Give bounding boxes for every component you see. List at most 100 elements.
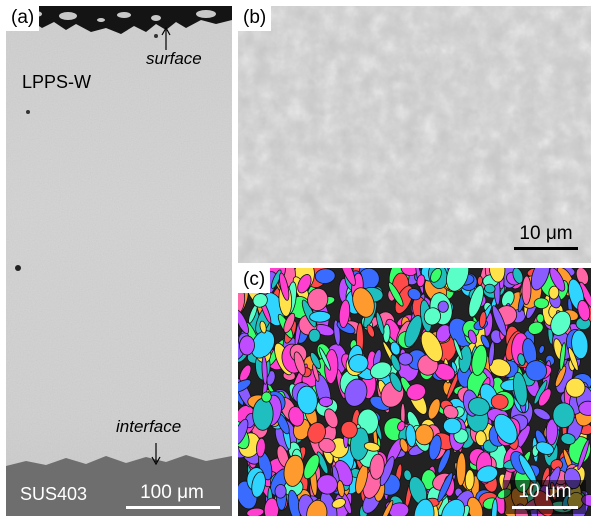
panel-c-label: (c) [238, 268, 271, 293]
ebsd-grain [430, 268, 442, 283]
ebsd-grain [307, 422, 326, 444]
ebsd-grain [488, 341, 495, 366]
ebsd-grain [446, 268, 470, 292]
ebsd-grain [467, 329, 477, 344]
ebsd-grain [312, 364, 320, 382]
ebsd-grain [480, 334, 491, 349]
ebsd-grain [525, 360, 548, 382]
ebsd-grain [538, 388, 552, 407]
ebsd-grain [464, 469, 475, 491]
ebsd-grain [308, 328, 321, 343]
coating-label: LPPS-W [22, 72, 92, 92]
ebsd-grain [490, 393, 509, 410]
ebsd-grain [568, 347, 579, 372]
ebsd-grain [538, 345, 545, 354]
ebsd-grain [521, 275, 532, 305]
ebsd-grain [288, 406, 305, 427]
ebsd-grain [577, 299, 591, 322]
ebsd-grain [250, 330, 275, 359]
panel-b-scale-label: 10 μm [519, 223, 573, 244]
ebsd-grain [477, 275, 483, 286]
ebsd-grain [314, 268, 336, 284]
ebsd-grain [413, 498, 435, 516]
ebsd-grain [297, 274, 312, 294]
surface-annotation: surface [146, 49, 202, 68]
ebsd-grain [390, 341, 401, 356]
ebsd-grain [478, 311, 487, 328]
ebsd-grain [336, 480, 345, 498]
ebsd-grain [552, 402, 575, 429]
ebsd-grain [324, 349, 339, 384]
ebsd-grain [271, 269, 282, 289]
panel-a-scale-label: 100 μm [140, 482, 204, 503]
ebsd-grain [239, 335, 255, 356]
ebsd-grain [554, 365, 567, 387]
panel-b-scale-bar [514, 247, 578, 250]
ebsd-grain [577, 439, 590, 471]
ebsd-grain [352, 287, 375, 318]
ebsd-grain [512, 268, 524, 284]
ebsd-grain [274, 484, 287, 499]
ebsd-grain [468, 397, 490, 416]
ebsd-grain [575, 268, 589, 285]
ebsd-grain [491, 498, 498, 516]
ebsd-grain [559, 342, 566, 371]
ebsd-grain [441, 499, 465, 516]
panel-b-label: (b) [238, 6, 272, 31]
ebsd-grain [296, 385, 318, 415]
ebsd-grain [309, 310, 331, 323]
ebsd-grain [316, 451, 329, 474]
ebsd-grain [283, 454, 305, 487]
ebsd-grain [530, 268, 551, 291]
ebsd-grain [256, 437, 266, 458]
ebsd-grain [339, 268, 356, 286]
ebsd-grain [437, 472, 453, 503]
ebsd-grain [238, 379, 252, 393]
ebsd-grain [375, 311, 385, 335]
ebsd-grain [456, 452, 467, 487]
ebsd-grain [407, 288, 422, 301]
ebsd-grain [331, 498, 346, 509]
ebsd-grain [363, 442, 381, 452]
ebsd-grain [416, 274, 426, 288]
ebsd-grain [476, 465, 498, 483]
ebsd-grain [263, 497, 280, 516]
ebsd-grain [491, 305, 507, 337]
ebsd-grain [283, 312, 296, 334]
ebsd-grain [453, 338, 463, 361]
ebsd-grain [348, 354, 369, 373]
ebsd-grain [423, 307, 441, 326]
panel-c-scale-label: 10 μm [518, 481, 572, 502]
ebsd-grain [369, 453, 385, 480]
ebsd-grain [420, 330, 443, 362]
ebsd-grain [388, 282, 404, 307]
ebsd-grain [527, 321, 544, 335]
ebsd-grain [437, 300, 449, 313]
ebsd-grain [259, 320, 267, 334]
ebsd-grain [475, 430, 487, 447]
ebsd-grain [488, 268, 506, 283]
ebsd-grain [484, 283, 496, 294]
panel-a-label: (a) [6, 6, 40, 31]
panel-b-surface: (b) 10 μm [238, 6, 591, 263]
panel-c-scale-bar [512, 506, 578, 509]
ebsd-grain [279, 272, 290, 301]
ebsd-grain [406, 383, 427, 401]
ebsd-grain [458, 345, 472, 374]
ebsd-grain [405, 424, 417, 448]
ebsd-grain [246, 507, 265, 516]
ebsd-grain [398, 352, 413, 366]
ebsd-grain [471, 344, 488, 376]
ebsd-grain [443, 417, 462, 435]
ebsd-grain [252, 293, 268, 308]
ebsd-grain [307, 287, 329, 312]
ebsd-grain [533, 297, 549, 310]
ebsd-grain [533, 407, 551, 421]
ebsd-orientation-map [238, 268, 591, 516]
ebsd-grain [427, 398, 441, 420]
ebsd-grain [293, 351, 306, 376]
ebsd-grain [380, 500, 394, 516]
ebsd-grain [565, 377, 586, 398]
ebsd-grain [548, 285, 560, 300]
